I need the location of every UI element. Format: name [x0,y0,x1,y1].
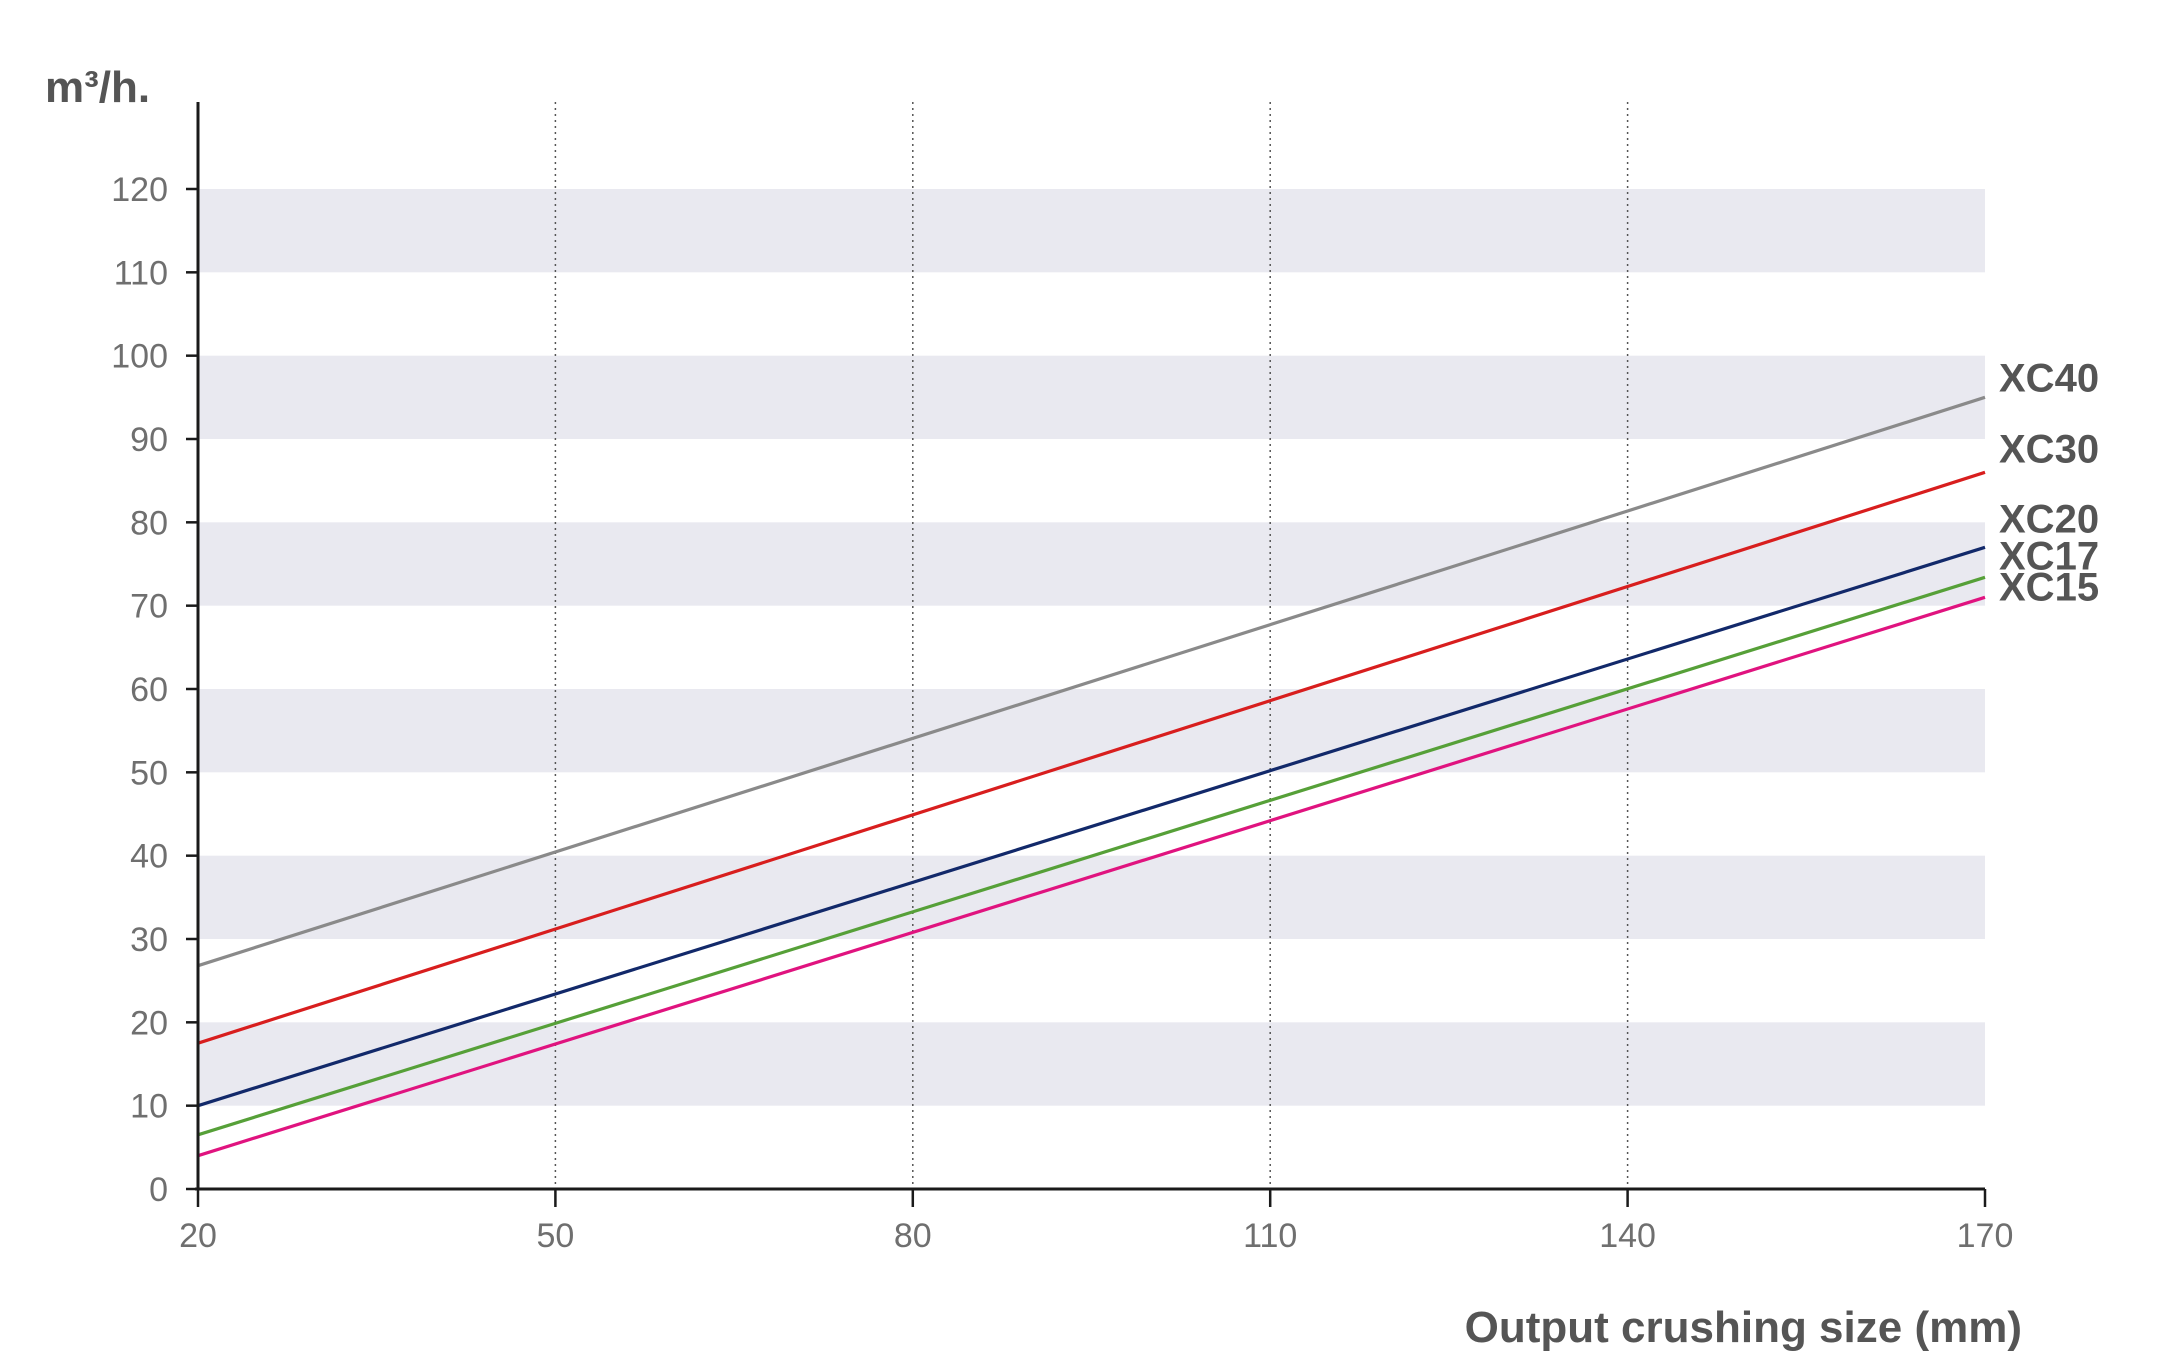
series-label-xc15: XC15 [1999,565,2099,609]
band-110-120 [198,189,1985,273]
y-tick-label-90: 90 [130,421,168,459]
y-tick-label-40: 40 [130,838,168,876]
x-axis-title: Output crushing size (mm) [1465,1303,2022,1352]
y-tick-label-30: 30 [130,921,168,959]
y-axis-ticks: 0 10 20 30 40 50 60 70 80 90 100 110 120 [111,171,198,1209]
series-label-xc30: XC30 [1999,427,2099,471]
band-90-100 [198,355,1985,439]
x-tick-label-50: 50 [536,1217,574,1255]
band-30-40 [198,855,1985,939]
axes [195,102,1985,1191]
y-tick-label-120: 120 [111,171,168,209]
band-70-80 [198,522,1985,606]
x-axis-ticks: 20 50 80 110 140 170 [179,1189,2013,1255]
series-label-xc17: XC17 [1999,534,2099,578]
y-tick-label-50: 50 [130,754,168,792]
series-line-xc15 [197,595,1986,1158]
x-tick-label-170: 170 [1957,1217,2014,1255]
x-tick-label-80: 80 [894,1217,932,1255]
y-axis-title: m³/h. [45,63,150,112]
series-line-xc30 [197,470,1986,1045]
y-tick-label-80: 80 [130,504,168,542]
series-label-xc20: XC20 [1999,497,2099,541]
band-50-60 [198,689,1985,773]
y-tick-label-0: 0 [149,1171,168,1209]
y-tick-label-10: 10 [130,1088,168,1126]
series-line-xc40 [197,395,1986,968]
x-grid-lines [554,102,1629,1189]
x-tick-label-110: 110 [1243,1217,1297,1255]
x-tick-label-20: 20 [179,1217,217,1255]
series-lines [197,395,1986,1158]
y-tick-label-20: 20 [130,1004,168,1042]
y-tick-label-100: 100 [111,338,168,376]
y-tick-label-70: 70 [130,588,168,626]
series-line-xc17 [197,575,1986,1137]
y-tick-label-110: 110 [114,254,168,292]
background-bands [198,189,1985,1106]
series-label-xc40: XC40 [1999,356,2099,400]
band-10-20 [198,1022,1985,1106]
series-line-xc20 [197,545,1986,1108]
y-tick-label-60: 60 [130,671,168,709]
x-tick-label-140: 140 [1599,1217,1656,1255]
